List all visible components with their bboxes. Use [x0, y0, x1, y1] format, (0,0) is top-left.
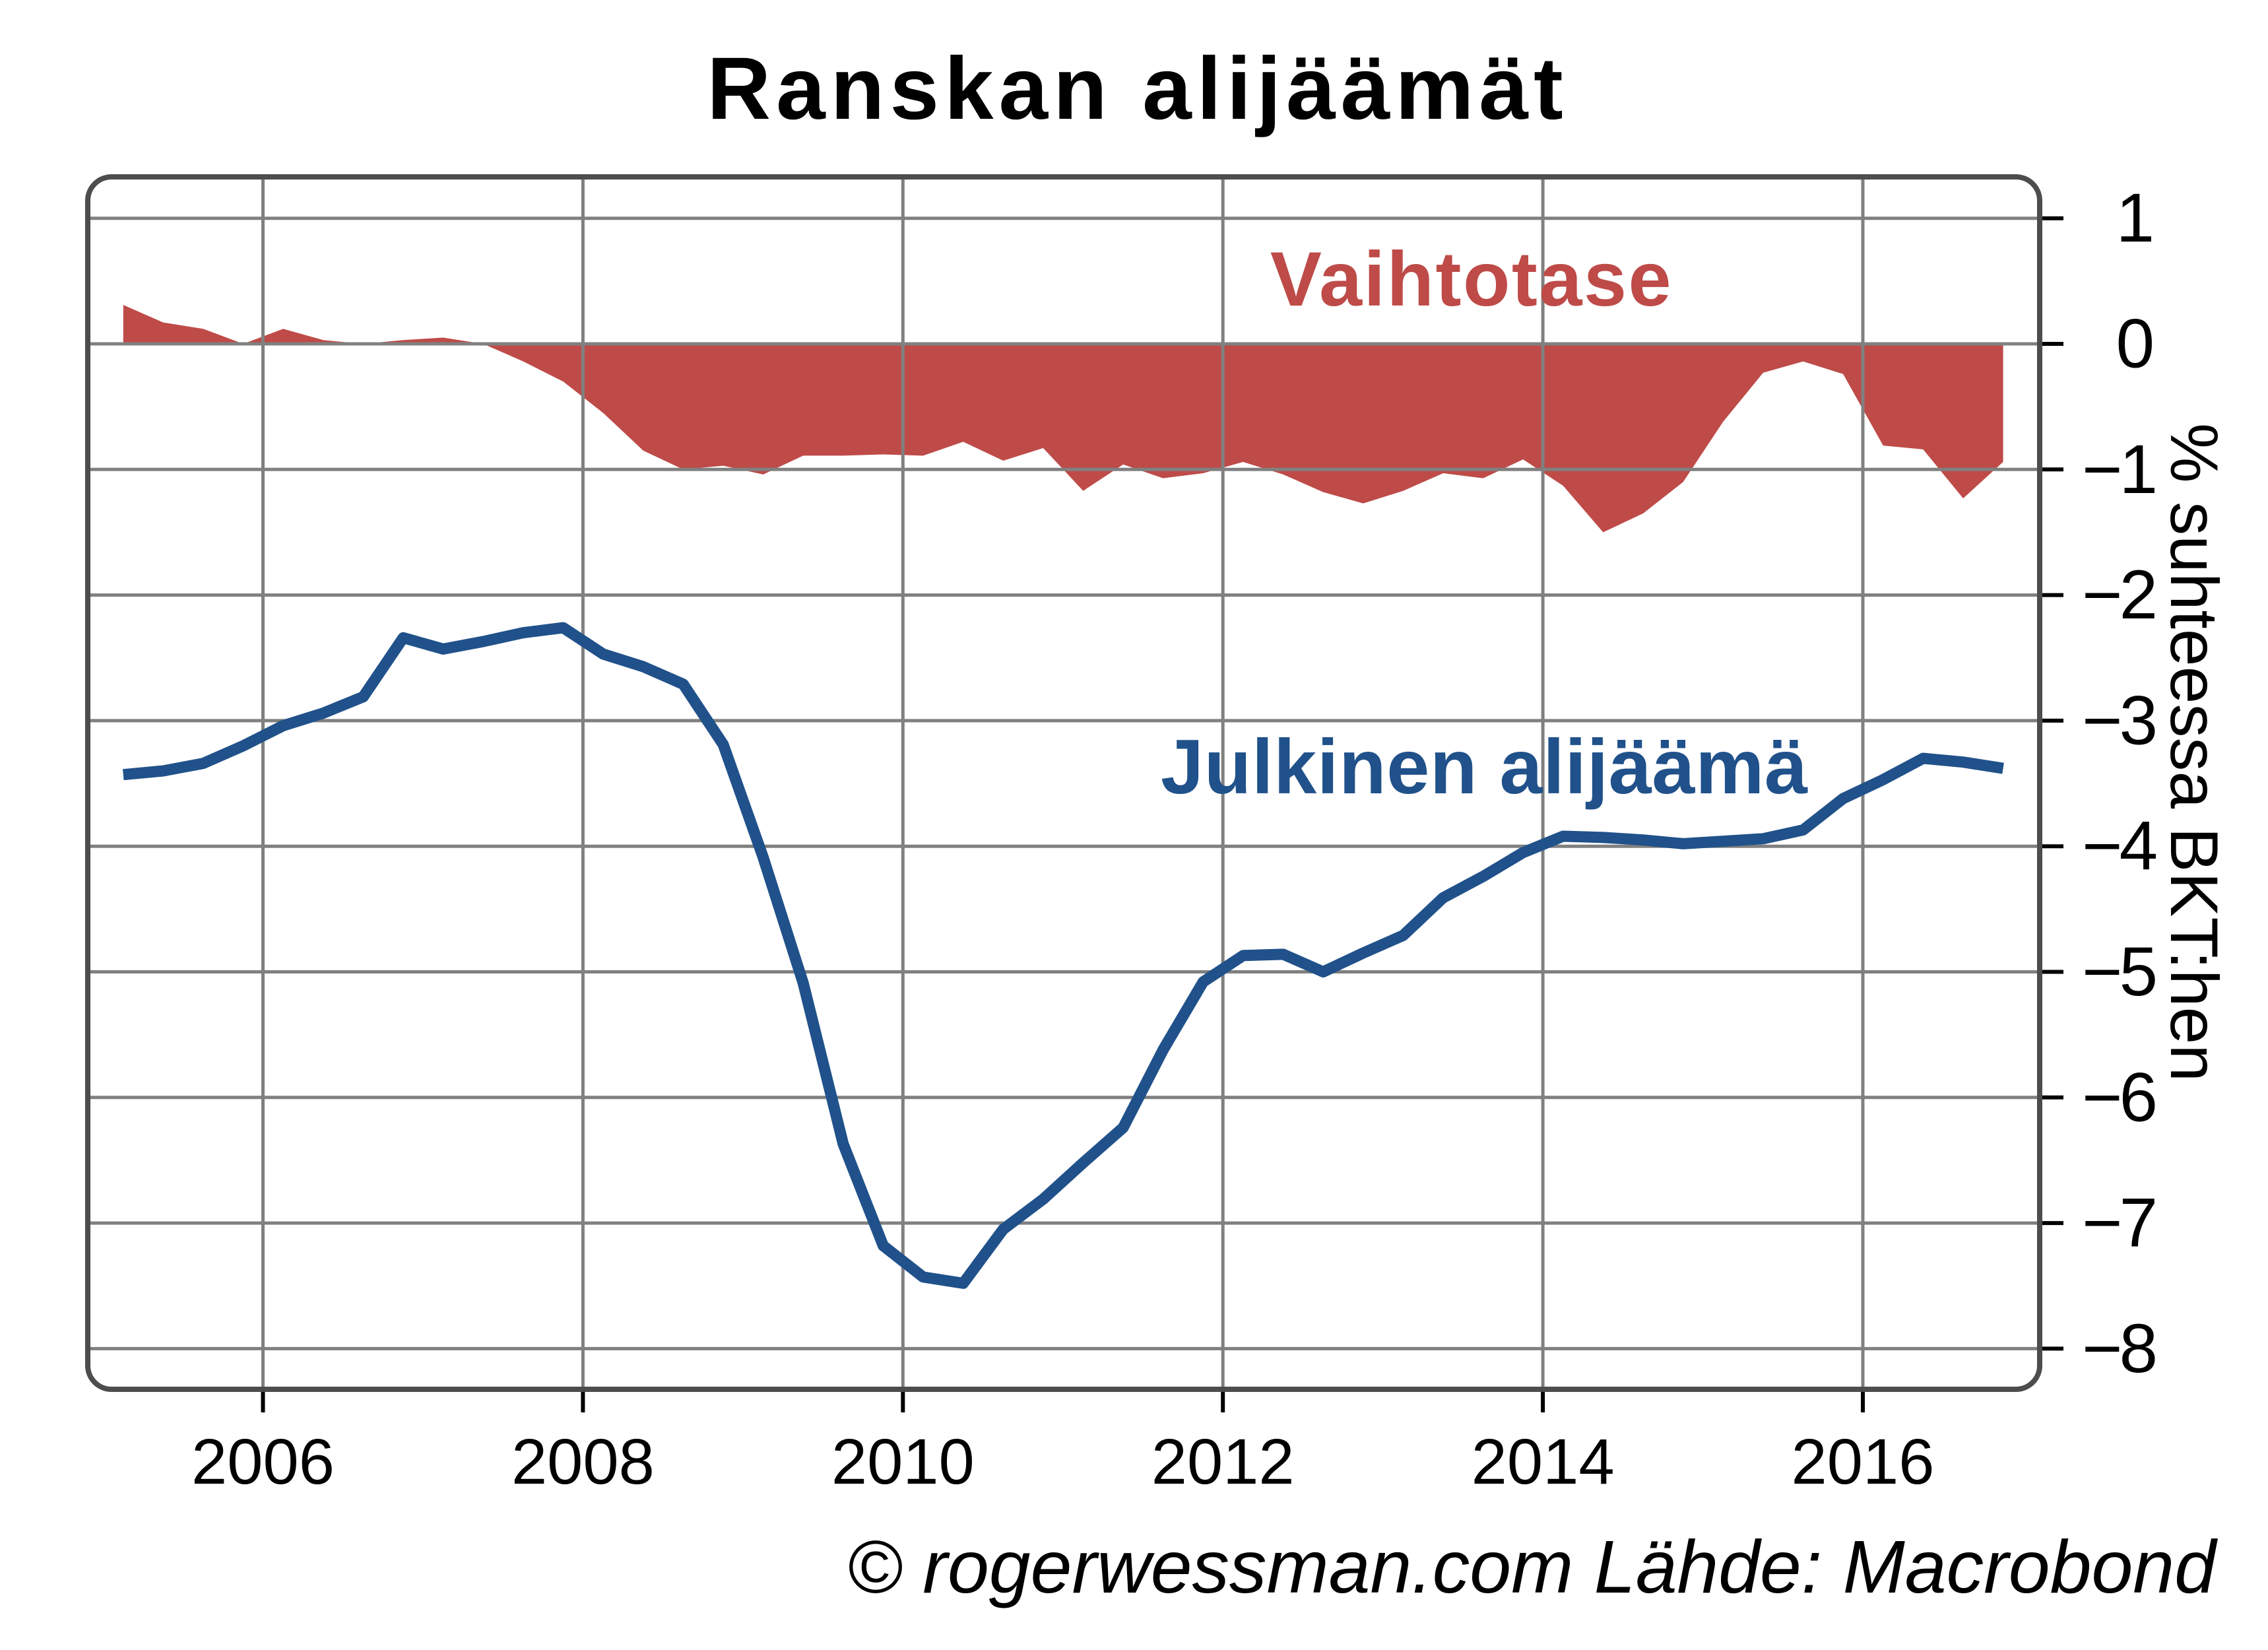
svg-text:2010: 2010	[831, 1426, 975, 1498]
svg-text:−3: −3	[2082, 682, 2155, 759]
svg-text:−1: −1	[2082, 431, 2155, 508]
svg-text:−4: −4	[2082, 808, 2156, 885]
svg-text:2016: 2016	[1792, 1426, 1935, 1498]
svg-text:0: 0	[2116, 306, 2155, 383]
svg-text:Ranskan alijäämät: Ranskan alijäämät	[707, 40, 1568, 138]
svg-text:−8: −8	[2082, 1310, 2155, 1387]
svg-text:2012: 2012	[1151, 1426, 1295, 1498]
svg-text:1: 1	[2116, 180, 2155, 257]
svg-text:Julkinen alijäämä: Julkinen alijäämä	[1161, 723, 1808, 810]
svg-text:−7: −7	[2082, 1185, 2155, 1262]
svg-text:−6: −6	[2082, 1059, 2155, 1136]
svg-text:Vaihtotase: Vaihtotase	[1270, 236, 1673, 322]
svg-text:2014: 2014	[1472, 1426, 1615, 1498]
svg-text:% suhteessa BKT:hen: % suhteessa BKT:hen	[2156, 423, 2232, 1082]
svg-text:2006: 2006	[191, 1426, 335, 1498]
svg-text:© rogerwessman.com Lähde: Macr: © rogerwessman.com Lähde: Macrobond	[847, 1525, 2218, 1608]
svg-text:−2: −2	[2082, 556, 2155, 634]
svg-text:−5: −5	[2082, 933, 2155, 1010]
svg-text:2008: 2008	[511, 1426, 655, 1498]
